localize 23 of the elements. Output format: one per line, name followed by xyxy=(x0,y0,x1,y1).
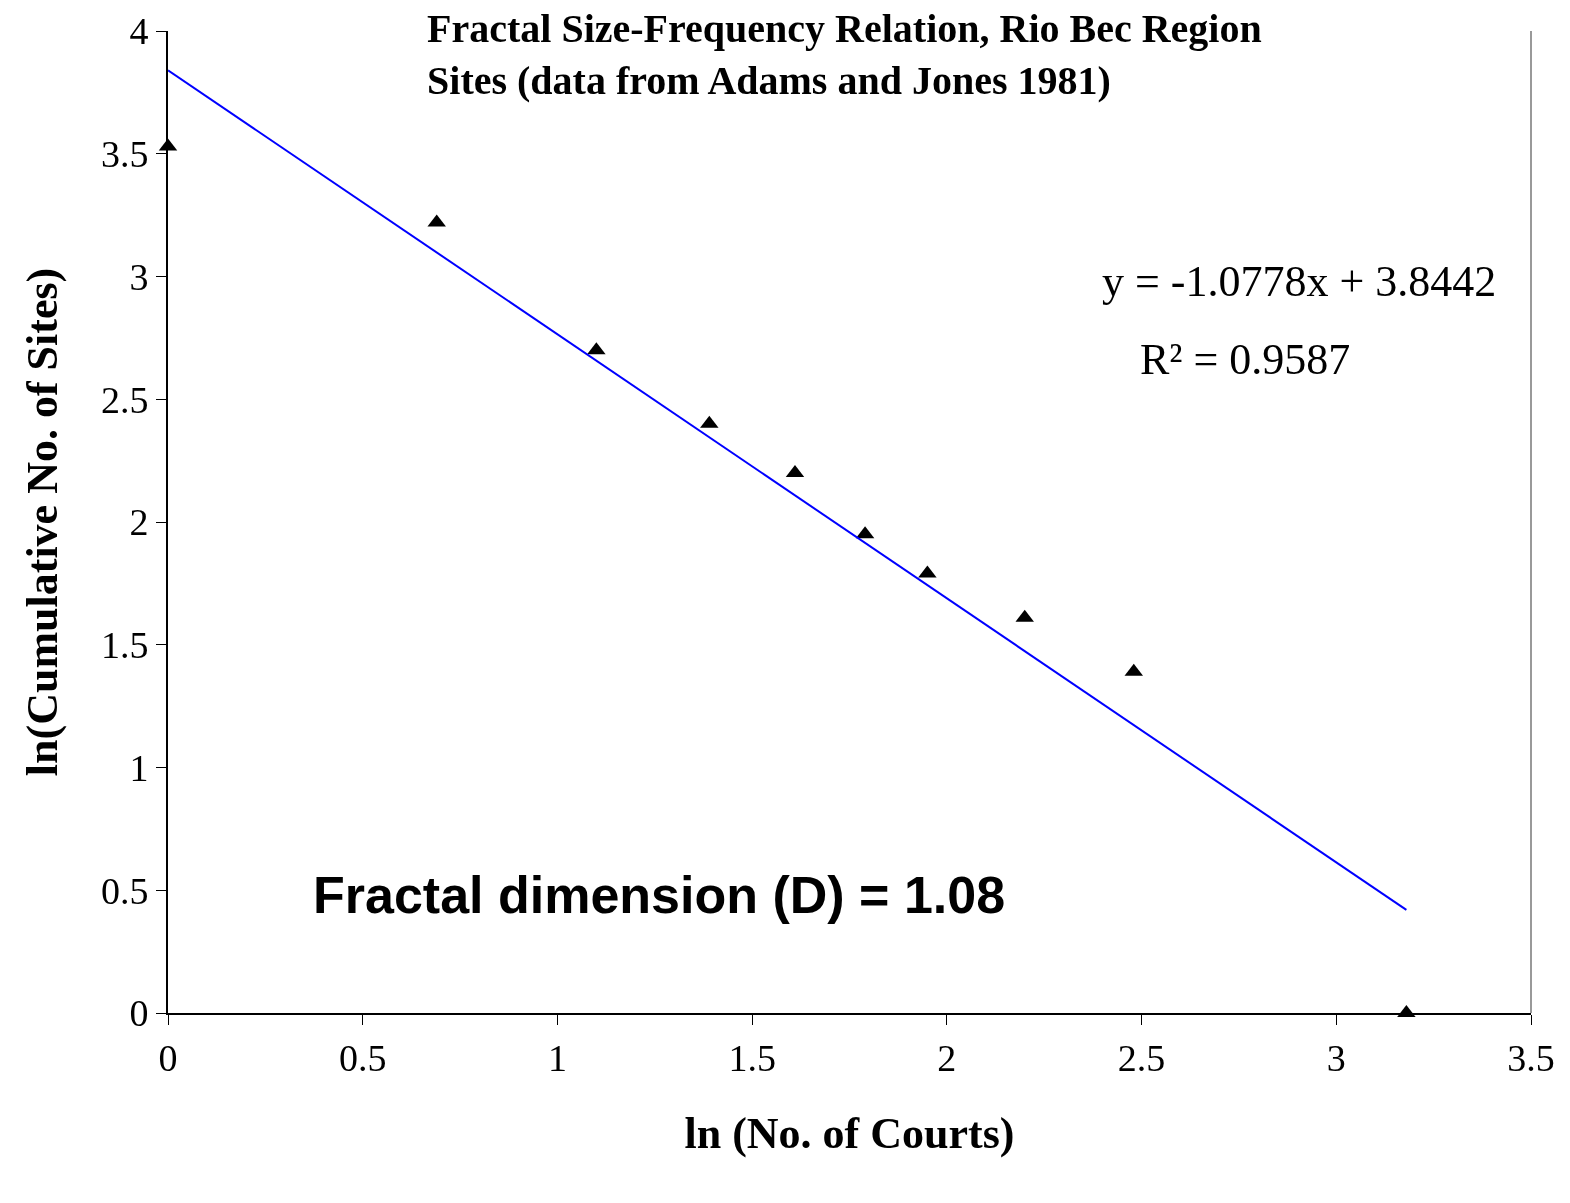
x-tick-label: 1 xyxy=(547,1036,567,1079)
annotation: y = -1.0778x + 3.8442 xyxy=(1102,257,1497,306)
x-tick-label: 2 xyxy=(937,1036,957,1079)
x-tick-label: 3.5 xyxy=(1507,1036,1555,1079)
y-tick-label: 4 xyxy=(129,10,149,53)
y-tick-label: 2 xyxy=(129,501,149,544)
x-tick-label: 1.5 xyxy=(728,1036,776,1079)
y-tick-label: 1.5 xyxy=(100,624,149,667)
y-tick-label: 3.5 xyxy=(100,133,149,176)
y-tick-label: 0 xyxy=(129,992,149,1035)
annotation: R² = 0.9587 xyxy=(1140,335,1351,384)
x-tick-label: 0 xyxy=(158,1036,178,1079)
x-axis-title: ln (No. of Courts) xyxy=(684,1109,1015,1159)
x-tick-label: 0.5 xyxy=(338,1036,387,1079)
x-tick-label: 3 xyxy=(1326,1036,1346,1079)
x-tick-label: 2.5 xyxy=(1117,1036,1166,1079)
y-tick-label: 1 xyxy=(129,746,149,789)
y-tick-label: 2.5 xyxy=(100,378,149,421)
chart-title: Fractal Size-Frequency Relation, Rio Bec Region Sites (data from Adams and Jones 1981) xyxy=(427,6,1262,104)
y-tick-label: 3 xyxy=(129,255,149,298)
y-axis-title: ln(Cumulative No. of Sites) xyxy=(17,267,67,777)
y-tick-label: 0.5 xyxy=(100,869,149,912)
annotation: Fractal dimension (D) = 1.08 xyxy=(313,866,1006,924)
